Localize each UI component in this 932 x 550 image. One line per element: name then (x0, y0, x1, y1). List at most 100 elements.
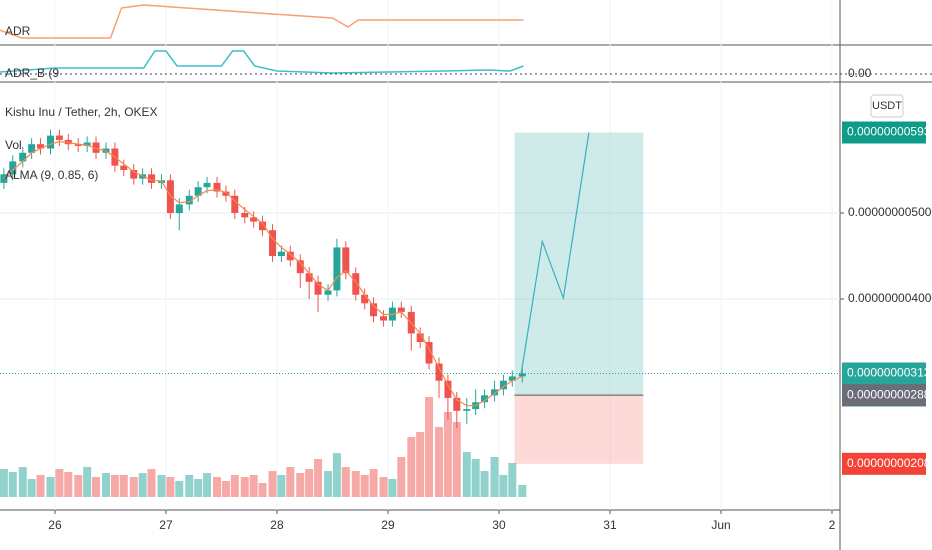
volume-bar (490, 457, 499, 497)
volume-bar (341, 467, 350, 497)
indicator-line (0, 4, 524, 39)
candle-body (74, 144, 82, 146)
volume-bar (129, 477, 138, 497)
chart-title: Kishu Inu / Tether, 2h, OKEX (5, 105, 158, 119)
volume-bar (305, 469, 314, 497)
volume-bar (388, 479, 397, 497)
candle-body (148, 174, 156, 183)
volume-bar (46, 477, 55, 497)
volume-bar (452, 422, 461, 497)
volume-bar (351, 471, 360, 497)
candle-body (444, 380, 452, 398)
candle-body (222, 191, 230, 196)
volume-bar (268, 471, 277, 497)
volume-bar (74, 475, 83, 497)
volume-bar (499, 475, 508, 497)
volume-bar (18, 467, 27, 497)
volume-bar (157, 475, 166, 497)
candle-body (130, 170, 138, 179)
candle-body (37, 144, 45, 149)
candle-body (425, 342, 433, 364)
candle-body (416, 333, 424, 343)
candle-body (231, 195, 239, 214)
volume-bar (480, 471, 489, 497)
candle-body (9, 161, 17, 175)
candle-body (213, 182, 221, 192)
x-tick-label: 27 (159, 518, 173, 532)
candle-body (333, 247, 341, 291)
volume-bar (314, 459, 323, 497)
indicator-line (0, 50, 524, 74)
currency[interactable]: USDT (872, 100, 902, 112)
candle-body (296, 260, 304, 274)
candle-body (286, 251, 294, 261)
volume-bar (83, 467, 92, 497)
x-tick-label: 29 (381, 518, 395, 532)
volume-bar (443, 412, 452, 497)
volume-label: Vol (5, 138, 22, 152)
y-tick-label: 0.000000004000 (848, 291, 932, 305)
volume-bar (36, 475, 45, 497)
candle-body (166, 180, 174, 214)
volume-bar (147, 469, 156, 497)
candle-body (518, 373, 526, 377)
price-label: 0.000000002882 (847, 387, 932, 401)
candle-body (361, 294, 369, 304)
volume-bar (369, 469, 378, 497)
x-tick-label: 31 (603, 518, 617, 532)
volume-bar (194, 479, 203, 497)
volume-bar (110, 475, 119, 497)
volume-bar (435, 427, 444, 497)
candle-body (241, 213, 249, 218)
candle-body (250, 217, 258, 222)
volume-bar (213, 477, 222, 497)
candle-body (453, 397, 461, 411)
candle-body (269, 230, 277, 257)
volume-bar (221, 481, 230, 497)
volume-bar (166, 477, 175, 497)
volume-bar (102, 473, 111, 497)
volume-bar (240, 477, 249, 497)
volume-bar (8, 472, 17, 497)
candle-body (203, 182, 211, 188)
volume-bar (230, 475, 239, 497)
ma-label: ALMA (9, 0.85, 6) (5, 168, 98, 182)
candle-body (92, 142, 100, 153)
currency-box[interactable] (870, 94, 904, 118)
volume-bar (407, 437, 416, 497)
candle-body (175, 204, 183, 214)
candle-body (435, 363, 443, 381)
candle-body (28, 144, 36, 153)
x-tick-label: 26 (48, 518, 62, 532)
ma-line (3, 141, 523, 407)
candle-body (481, 395, 489, 403)
candle-body (380, 316, 388, 321)
stop-zone (514, 395, 644, 464)
volume-bar (92, 477, 101, 497)
zero-label: 0.00 (848, 66, 872, 80)
volume-bar (397, 457, 406, 497)
volume-bar (27, 479, 36, 497)
candle-body (0, 174, 8, 183)
volume-bar (518, 485, 527, 497)
indicator-name: ADR (5, 24, 31, 38)
candle-body (370, 303, 378, 317)
projection-line (520, 132, 590, 374)
volume-bar (286, 467, 295, 497)
price-label-box (842, 452, 926, 475)
volume-bar (249, 475, 258, 497)
candle-body (314, 281, 322, 295)
candle-body (324, 290, 332, 295)
candle-body (55, 135, 63, 140)
price-label: 0.000000003134 (847, 366, 932, 380)
candle-body (491, 389, 499, 396)
candle-body (83, 142, 91, 146)
candle-body (120, 165, 128, 171)
x-tick-label: 2 (829, 518, 836, 532)
volume-bar (138, 473, 147, 497)
volume-bar (258, 483, 267, 497)
volume-bar (277, 475, 286, 497)
volume-bar (296, 473, 305, 497)
volume-bar (471, 459, 480, 497)
